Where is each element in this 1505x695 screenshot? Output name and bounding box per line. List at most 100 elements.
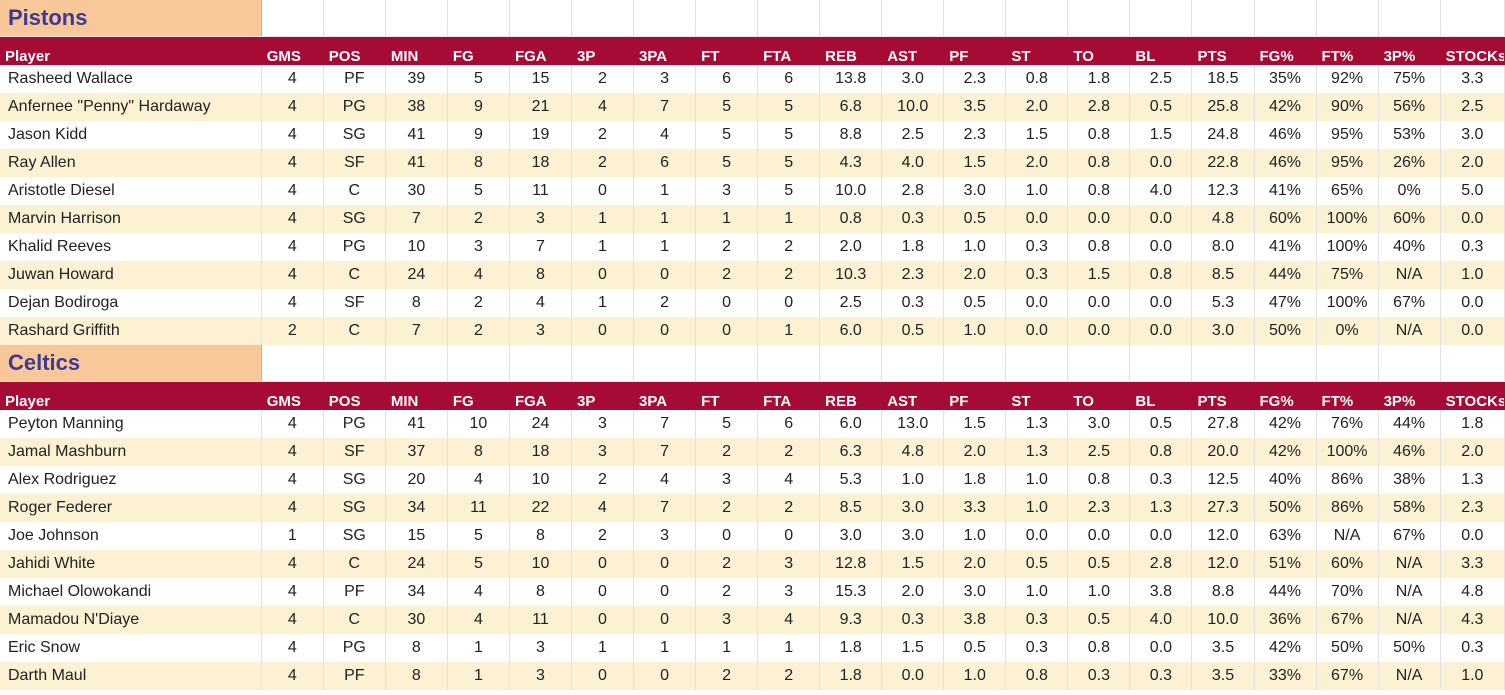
stat-cell-3pa[interactable]: 2 [633, 289, 697, 317]
stat-cell-ast[interactable]: 1.5 [881, 550, 945, 578]
stat-cell-fga[interactable]: 21 [509, 93, 572, 121]
stat-cell-gms[interactable]: 2 [261, 317, 324, 345]
stat-cell-pts[interactable]: 3.0 [1191, 317, 1255, 345]
empty-cell[interactable] [571, 0, 635, 37]
stat-cell-bl[interactable]: 0.3 [1129, 466, 1193, 494]
stat-cell-fg-pct[interactable]: 46% [1254, 149, 1317, 177]
empty-cell[interactable] [323, 345, 386, 382]
stat-cell-ast[interactable]: 3.0 [881, 522, 945, 550]
stat-cell-3p[interactable]: 0 [571, 606, 635, 634]
stat-cell-to[interactable]: 0.0 [1067, 289, 1131, 317]
stat-cell-pf[interactable]: 3.0 [943, 177, 1007, 205]
column-header-fga[interactable]: FGA [509, 381, 572, 410]
stat-cell-fga[interactable]: 11 [509, 177, 572, 205]
stat-cell-fg-pct[interactable]: 42% [1254, 93, 1317, 121]
stat-cell-fta[interactable]: 1 [757, 634, 821, 662]
stat-cell-fta[interactable]: 1 [757, 317, 821, 345]
stat-cell-stocks[interactable]: 1.3 [1440, 466, 1505, 494]
stat-cell-ft-pct[interactable]: 70% [1316, 578, 1379, 606]
empty-cell[interactable] [1316, 0, 1379, 37]
stat-cell-stocks[interactable]: 3.3 [1440, 550, 1505, 578]
stat-cell-ft[interactable]: 3 [695, 606, 759, 634]
stat-cell-pf[interactable]: 1.5 [943, 410, 1007, 438]
stat-cell-bl[interactable]: 0.0 [1129, 289, 1193, 317]
column-header-gms[interactable]: GMS [261, 381, 324, 410]
stat-cell-3pa[interactable]: 3 [633, 522, 697, 550]
stat-cell-ast[interactable]: 2.5 [881, 121, 945, 149]
player-name-cell[interactable]: Rasheed Wallace [0, 65, 262, 93]
stat-cell-gms[interactable]: 4 [261, 606, 324, 634]
stat-cell-bl[interactable]: 3.8 [1129, 578, 1193, 606]
stat-cell-pos[interactable]: PG [323, 233, 386, 261]
stat-cell-reb[interactable]: 0.8 [819, 205, 883, 233]
stat-cell-fga[interactable]: 7 [509, 233, 572, 261]
stat-cell-pf[interactable]: 3.0 [943, 578, 1007, 606]
stat-cell-reb[interactable]: 1.8 [819, 634, 883, 662]
stat-cell-3p[interactable]: 2 [571, 466, 635, 494]
stat-cell-fta[interactable]: 5 [757, 121, 821, 149]
stat-cell-gms[interactable]: 4 [261, 466, 324, 494]
stat-cell-ast[interactable]: 0.3 [881, 606, 945, 634]
empty-cell[interactable] [881, 0, 945, 37]
stat-cell-ft-pct[interactable]: N/A [1316, 522, 1379, 550]
stat-cell-ast[interactable]: 0.0 [881, 662, 945, 690]
stat-cell-fg[interactable]: 5 [447, 177, 510, 205]
stat-cell-stocks[interactable]: 2.5 [1440, 93, 1505, 121]
stat-cell-stocks[interactable]: 2.3 [1440, 494, 1505, 522]
stat-cell-3p-pct[interactable]: 60% [1378, 205, 1441, 233]
player-name-cell[interactable]: Marvin Harrison [0, 205, 262, 233]
stat-cell-pos[interactable]: SF [323, 438, 386, 466]
stat-cell-fg-pct[interactable]: 42% [1254, 410, 1317, 438]
stat-cell-3p-pct[interactable]: 40% [1378, 233, 1441, 261]
stat-cell-pos[interactable]: C [323, 317, 386, 345]
stat-cell-fga[interactable]: 8 [509, 522, 572, 550]
stat-cell-bl[interactable]: 1.3 [1129, 494, 1193, 522]
stat-cell-3p[interactable]: 3 [571, 410, 635, 438]
stat-cell-fg-pct[interactable]: 50% [1254, 317, 1317, 345]
stat-cell-bl[interactable]: 0.5 [1129, 93, 1193, 121]
stat-cell-ft[interactable]: 3 [695, 466, 759, 494]
stat-cell-pts[interactable]: 27.8 [1191, 410, 1255, 438]
stat-cell-ft[interactable]: 5 [695, 410, 759, 438]
stat-cell-pts[interactable]: 12.5 [1191, 466, 1255, 494]
empty-cell[interactable] [571, 345, 635, 382]
column-header-player[interactable]: Player [0, 381, 262, 410]
stat-cell-min[interactable]: 34 [385, 578, 448, 606]
stat-cell-reb[interactable]: 12.8 [819, 550, 883, 578]
stat-cell-fga[interactable]: 22 [509, 494, 572, 522]
stat-cell-fg[interactable]: 1 [447, 634, 510, 662]
stat-cell-fg[interactable]: 11 [447, 494, 510, 522]
stat-cell-3pa[interactable]: 1 [633, 634, 697, 662]
empty-cell[interactable] [1191, 345, 1255, 382]
stat-cell-to[interactable]: 0.8 [1067, 121, 1131, 149]
stat-cell-bl[interactable]: 0.0 [1129, 522, 1193, 550]
player-name-cell[interactable]: Michael Olowokandi [0, 578, 262, 606]
empty-cell[interactable] [1254, 0, 1317, 37]
empty-cell[interactable] [385, 0, 448, 37]
column-header-fta[interactable]: FTA [757, 36, 821, 65]
stat-cell-st[interactable]: 0.5 [1005, 550, 1069, 578]
stat-cell-fg[interactable]: 1 [447, 662, 510, 690]
stat-cell-3p-pct[interactable]: 50% [1378, 634, 1441, 662]
stat-cell-fga[interactable]: 8 [509, 261, 572, 289]
empty-cell[interactable] [1005, 345, 1069, 382]
stat-cell-fg[interactable]: 4 [447, 466, 510, 494]
stat-cell-pts[interactable]: 8.8 [1191, 578, 1255, 606]
empty-cell[interactable] [1067, 345, 1131, 382]
stat-cell-st[interactable]: 0.3 [1005, 634, 1069, 662]
stat-cell-3p[interactable]: 0 [571, 261, 635, 289]
stat-cell-3p[interactable]: 2 [571, 121, 635, 149]
stat-cell-bl[interactable]: 4.0 [1129, 177, 1193, 205]
stat-cell-fta[interactable]: 6 [757, 410, 821, 438]
stat-cell-pts[interactable]: 12.0 [1191, 550, 1255, 578]
stat-cell-pos[interactable]: PF [323, 662, 386, 690]
stat-cell-stocks[interactable]: 2.0 [1440, 149, 1505, 177]
stat-cell-pos[interactable]: C [323, 606, 386, 634]
stat-cell-pf[interactable]: 3.3 [943, 494, 1007, 522]
empty-cell[interactable] [633, 345, 697, 382]
stat-cell-pos[interactable]: PG [323, 410, 386, 438]
stat-cell-3p[interactable]: 0 [571, 317, 635, 345]
empty-cell[interactable] [323, 0, 386, 37]
stat-cell-min[interactable]: 39 [385, 65, 448, 93]
stat-cell-st[interactable]: 0.8 [1005, 65, 1069, 93]
